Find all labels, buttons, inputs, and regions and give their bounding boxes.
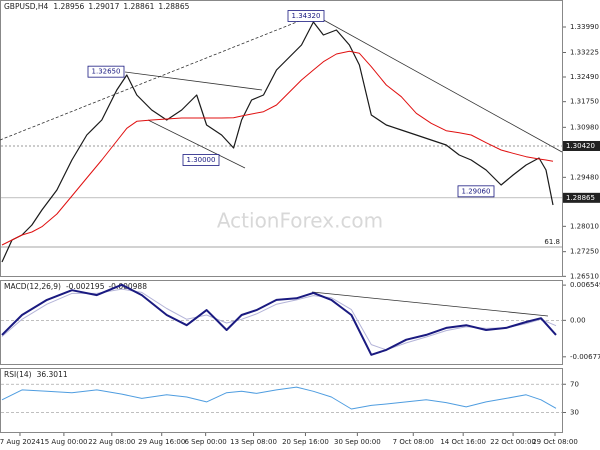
header-value: 1.28956 (53, 2, 84, 11)
header-value: 1.28861 (123, 2, 154, 11)
x-tick-label: 6 Sep 00:00 (184, 438, 226, 446)
header-value: 1.28865 (158, 2, 189, 11)
y-tick-label: -0.006778 (570, 353, 600, 361)
level-label: 1.30420 (566, 142, 595, 150)
price-annotation: 1.29060 (462, 187, 491, 195)
x-tick-label: 29 Oct 08:00 (532, 438, 578, 446)
level-tag (563, 141, 600, 151)
y-tick-label: 1.32490 (570, 73, 599, 81)
trend-line (311, 291, 549, 317)
x-tick-label: 15 Aug 00:00 (40, 438, 87, 446)
series-line (1, 283, 557, 356)
y-tick-label: 1.27250 (570, 248, 599, 256)
y-tick-label: 0.00 (570, 316, 586, 324)
trend-line (0, 15, 313, 141)
y-tick-label: 1.29480 (570, 173, 599, 181)
header-value: -0.002195 (66, 282, 105, 291)
fib-label: 61.8 (544, 238, 560, 246)
trend-line (124, 71, 263, 91)
x-tick-label: 29 Aug 16:00 (138, 438, 185, 446)
y-tick-label: 1.26510 (570, 272, 599, 280)
header-value: 1.29017 (88, 2, 119, 11)
x-tick-label: 13 Sep 08:00 (230, 438, 277, 446)
price-annotation-box (457, 185, 495, 198)
series-line (1, 21, 554, 263)
panel-title: RSI(14) (4, 370, 32, 379)
y-tick-label: 1.30980 (570, 123, 599, 131)
y-tick-label: 1.33225 (570, 49, 599, 57)
rsi-panel (0, 368, 563, 433)
price-panel (0, 0, 563, 277)
panel-title: MACD(12,26,9) (4, 282, 61, 291)
x-tick-label: 20 Sep 16:00 (282, 438, 329, 446)
price-annotation: 1.30000 (187, 156, 216, 164)
y-tick-label: 30 (570, 409, 579, 417)
x-tick-label: 7 Aug 2024 (0, 438, 41, 446)
price-tag (563, 192, 600, 203)
price-annotation: 1.32650 (92, 68, 121, 76)
series-line (1, 386, 557, 410)
header-value: 36.3011 (37, 370, 68, 379)
series-line (1, 50, 554, 246)
panel-title: GBPUSD,H4 (4, 2, 49, 11)
macd-panel (0, 280, 563, 365)
price-label: 1.28865 (566, 194, 595, 202)
price-annotation-box (182, 154, 220, 166)
y-tick-label: 70 (570, 380, 579, 388)
x-tick-label: 30 Sep 00:00 (334, 438, 381, 446)
x-tick-label: 22 Aug 08:00 (88, 438, 135, 446)
trend-line (147, 119, 246, 169)
x-tick-label: 22 Oct 00:00 (490, 438, 536, 446)
y-tick-label: 1.28010 (570, 222, 599, 230)
watermark: ActionForex.com (217, 209, 383, 233)
price-annotation-box (87, 65, 125, 78)
header-value: -0.000988 (108, 282, 147, 291)
trend-line (319, 17, 563, 153)
y-tick-label: 1.33990 (570, 23, 599, 31)
price-annotation: 1.34320 (292, 12, 321, 20)
y-tick-label: 0.006549 (570, 281, 600, 289)
y-tick-label: 1.31750 (570, 98, 599, 106)
x-tick-label: 14 Oct 16:00 (440, 438, 486, 446)
x-tick-label: 7 Oct 08:00 (393, 438, 434, 446)
price-annotation-box (287, 10, 325, 22)
